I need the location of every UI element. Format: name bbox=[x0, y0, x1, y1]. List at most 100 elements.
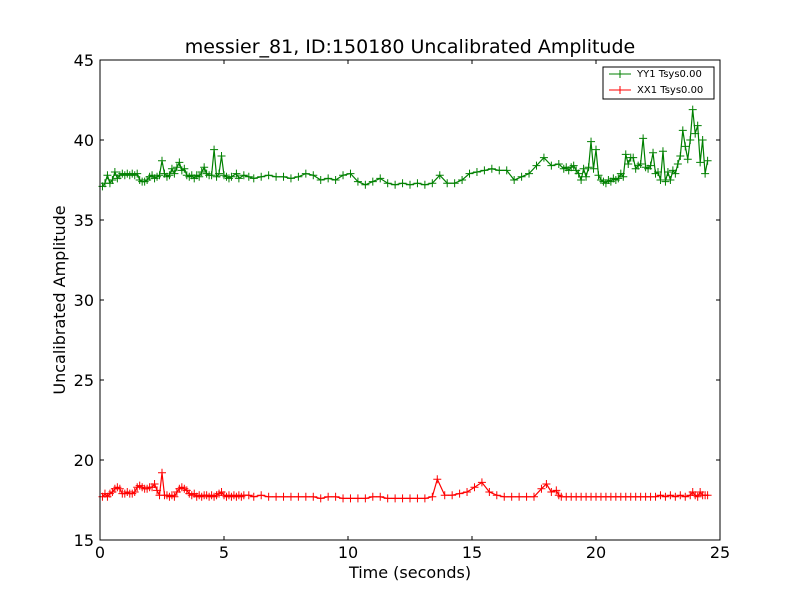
data-point-yy1 bbox=[167, 164, 176, 173]
data-point-xx1 bbox=[272, 492, 281, 501]
data-point-xx1 bbox=[681, 492, 690, 501]
series-layer bbox=[98, 105, 712, 503]
data-point-yy1 bbox=[249, 174, 258, 183]
data-point-xx1 bbox=[398, 494, 407, 503]
data-point-yy1 bbox=[681, 142, 690, 151]
data-point-yy1 bbox=[207, 171, 216, 180]
data-point-yy1 bbox=[629, 153, 638, 162]
data-point-xx1 bbox=[542, 480, 551, 488]
legend-yy1-label: YY1 Tsys0.00 bbox=[636, 69, 702, 80]
data-point-xx1 bbox=[676, 491, 685, 500]
data-point-yy1 bbox=[656, 176, 665, 184]
data-point-xx1 bbox=[294, 492, 303, 501]
x-tick-label: 5 bbox=[219, 543, 229, 562]
data-point-xx1 bbox=[420, 494, 429, 503]
data-point-yy1 bbox=[155, 171, 164, 180]
data-point-yy1 bbox=[678, 126, 687, 135]
data-point-yy1 bbox=[361, 180, 370, 189]
data-point-yy1 bbox=[391, 180, 400, 189]
data-point-xx1 bbox=[661, 492, 670, 501]
data-point-yy1 bbox=[658, 147, 667, 156]
data-point-yy1 bbox=[619, 172, 628, 181]
x-axis-label: Time (seconds) bbox=[348, 563, 471, 582]
x-tick-label: 20 bbox=[586, 543, 606, 562]
data-point-yy1 bbox=[443, 179, 452, 188]
chart-title: messier_81, ID:150180 Uncalibrated Ampli… bbox=[185, 36, 635, 58]
data-point-yy1 bbox=[621, 150, 630, 159]
data-point-yy1 bbox=[227, 172, 236, 181]
data-point-yy1 bbox=[217, 152, 226, 160]
data-point-xx1 bbox=[339, 494, 348, 503]
legend-box bbox=[602, 66, 715, 100]
data-point-yy1 bbox=[294, 172, 303, 181]
x-tick-label: 25 bbox=[710, 543, 730, 562]
data-point-yy1 bbox=[554, 160, 563, 168]
data-point-yy1 bbox=[696, 158, 705, 167]
data-point-yy1 bbox=[582, 172, 591, 181]
data-point-yy1 bbox=[376, 174, 385, 183]
data-point-yy1 bbox=[450, 179, 459, 188]
data-point-yy1 bbox=[671, 169, 680, 178]
data-point-yy1 bbox=[215, 169, 224, 178]
data-point-yy1 bbox=[316, 176, 325, 184]
data-point-yy1 bbox=[420, 180, 429, 189]
data-point-xx1 bbox=[428, 492, 437, 501]
data-point-xx1 bbox=[346, 494, 355, 503]
x-tick-label: 10 bbox=[338, 543, 358, 562]
data-point-xx1 bbox=[492, 491, 501, 500]
data-point-yy1 bbox=[301, 169, 310, 178]
data-point-yy1 bbox=[195, 172, 204, 181]
data-point-yy1 bbox=[654, 168, 662, 176]
data-point-xx1 bbox=[485, 488, 494, 496]
data-point-xx1 bbox=[547, 488, 556, 496]
data-point-yy1 bbox=[525, 169, 534, 178]
data-point-yy1 bbox=[691, 129, 700, 138]
data-point-yy1 bbox=[158, 156, 166, 165]
data-point-yy1 bbox=[532, 161, 541, 170]
data-point-xx1 bbox=[440, 491, 449, 500]
data-point-xx1 bbox=[448, 491, 457, 500]
data-point-xx1 bbox=[651, 492, 660, 501]
data-point-yy1 bbox=[170, 169, 179, 178]
data-point-xx1 bbox=[286, 492, 295, 501]
data-point-yy1 bbox=[592, 145, 600, 154]
data-point-xx1 bbox=[391, 494, 400, 503]
y-tick-label: 40 bbox=[74, 131, 94, 150]
y-tick-label: 15 bbox=[74, 531, 94, 550]
data-point-yy1 bbox=[539, 153, 548, 162]
y-axis: 15 20 25 30 35 40 45 bbox=[74, 51, 720, 550]
data-point-xx1 bbox=[470, 483, 479, 492]
data-point-xx1 bbox=[671, 492, 680, 501]
data-point-yy1 bbox=[703, 156, 712, 165]
data-point-yy1 bbox=[646, 161, 655, 170]
data-point-xx1 bbox=[383, 494, 392, 503]
data-point-yy1 bbox=[698, 136, 707, 144]
data-point-xx1 bbox=[324, 492, 333, 501]
data-point-xx1 bbox=[500, 492, 509, 501]
data-point-yy1 bbox=[331, 176, 340, 184]
data-point-xx1 bbox=[515, 492, 524, 501]
data-point-yy1 bbox=[569, 161, 578, 170]
y-axis-label: Uncalibrated Amplitude bbox=[50, 205, 69, 394]
data-point-xx1 bbox=[257, 491, 266, 500]
data-point-yy1 bbox=[200, 163, 209, 172]
data-point-xx1 bbox=[477, 478, 486, 487]
data-point-xx1 bbox=[316, 494, 325, 503]
data-point-xx1 bbox=[130, 488, 139, 496]
data-point-xx1 bbox=[656, 491, 665, 500]
data-point-yy1 bbox=[495, 166, 504, 175]
legend: YY1 Tsys0.00 XX1 Tsys0.00 bbox=[602, 66, 715, 100]
x-axis: 0 5 10 15 20 25 bbox=[95, 60, 730, 562]
data-point-xx1 bbox=[455, 489, 464, 498]
data-point-yy1 bbox=[693, 121, 702, 130]
data-point-xx1 bbox=[522, 492, 531, 501]
data-point-xx1 bbox=[331, 492, 340, 501]
data-point-yy1 bbox=[579, 164, 588, 173]
data-point-yy1 bbox=[688, 105, 697, 114]
data-point-yy1 bbox=[264, 171, 273, 180]
data-point-yy1 bbox=[683, 155, 692, 164]
data-point-yy1 bbox=[383, 179, 392, 188]
data-point-yy1 bbox=[480, 166, 489, 175]
data-point-yy1 bbox=[465, 169, 474, 178]
